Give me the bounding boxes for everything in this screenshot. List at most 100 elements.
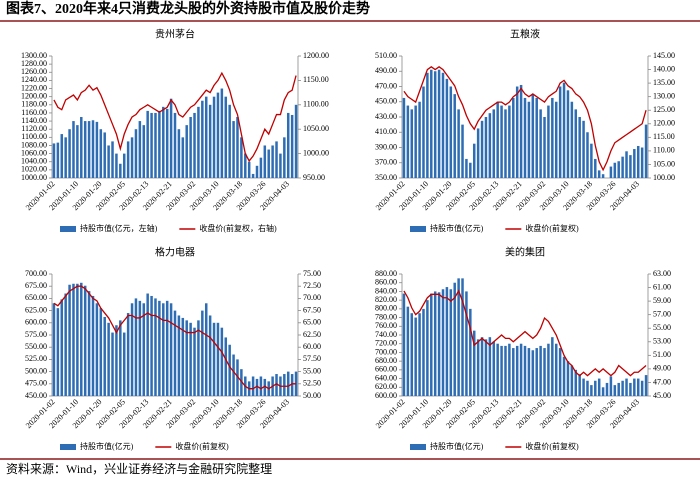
y-tick-label: 840.00 bbox=[375, 286, 397, 295]
bar bbox=[543, 117, 546, 178]
y-tick-label: 1140.00 bbox=[21, 116, 47, 125]
bar bbox=[126, 141, 130, 178]
bar bbox=[130, 303, 134, 396]
bar bbox=[111, 141, 114, 178]
y2-tick-label: 100.00 bbox=[653, 173, 675, 182]
bar bbox=[247, 161, 251, 178]
bar bbox=[402, 293, 406, 396]
bar bbox=[512, 97, 515, 178]
bar bbox=[629, 382, 632, 396]
bar bbox=[594, 380, 597, 396]
bar bbox=[597, 170, 601, 178]
bar bbox=[554, 101, 558, 178]
bar bbox=[283, 374, 286, 396]
bar bbox=[617, 382, 620, 396]
y-tick-label: 700.00 bbox=[25, 269, 47, 278]
bar bbox=[496, 101, 499, 178]
bar bbox=[621, 380, 624, 396]
bar bbox=[95, 303, 99, 396]
bar bbox=[138, 121, 142, 178]
y-tick-label: 1100.00 bbox=[21, 132, 47, 141]
bar bbox=[232, 354, 235, 396]
bar bbox=[426, 300, 429, 396]
bar bbox=[177, 129, 181, 178]
bar bbox=[56, 142, 60, 178]
y2-tick-label: 75.00 bbox=[303, 269, 321, 278]
bar bbox=[558, 86, 562, 178]
bar bbox=[640, 147, 644, 178]
bar bbox=[275, 141, 278, 178]
y2-tick-label: 145.00 bbox=[653, 51, 675, 60]
bar bbox=[181, 317, 185, 396]
y2-tick-label: 115.00 bbox=[653, 132, 675, 141]
bar bbox=[72, 283, 75, 396]
bar bbox=[60, 299, 64, 396]
chart-title: 贵州茅台 bbox=[155, 27, 195, 40]
y2-tick-label: 140.00 bbox=[653, 64, 675, 73]
bar bbox=[457, 278, 460, 396]
bar bbox=[189, 322, 192, 396]
bar bbox=[441, 72, 445, 178]
bar bbox=[644, 375, 648, 396]
y2-tick-label: 135.00 bbox=[653, 78, 675, 87]
bar bbox=[103, 316, 106, 396]
bar bbox=[644, 124, 648, 178]
bar bbox=[146, 110, 149, 178]
bar bbox=[519, 84, 523, 178]
bar bbox=[633, 149, 636, 178]
bar bbox=[590, 385, 593, 396]
bar bbox=[433, 71, 437, 178]
bar bbox=[267, 149, 270, 178]
y2-tick-label: 67.50 bbox=[303, 305, 321, 314]
bar bbox=[492, 109, 496, 178]
bar bbox=[103, 132, 106, 178]
bar bbox=[134, 298, 138, 396]
bar bbox=[126, 313, 130, 396]
y-tick-label: 600.00 bbox=[375, 391, 397, 400]
y-tick-label: 550.00 bbox=[25, 342, 47, 351]
bar bbox=[609, 166, 613, 178]
bar bbox=[173, 112, 177, 178]
y2-tick-label: 1200.00 bbox=[303, 51, 329, 60]
legend-label: 收盘价(前复权) bbox=[525, 223, 579, 233]
bar bbox=[193, 327, 196, 396]
bar bbox=[547, 343, 550, 396]
bar bbox=[449, 289, 453, 396]
bar bbox=[263, 378, 267, 396]
y2-tick-label: 72.50 bbox=[303, 281, 321, 290]
bar bbox=[531, 94, 535, 178]
y-tick-label: 370.00 bbox=[375, 158, 397, 167]
legend-swatch bbox=[410, 444, 426, 450]
bar bbox=[558, 348, 562, 396]
bar bbox=[76, 125, 79, 178]
bar bbox=[609, 376, 613, 396]
price-line bbox=[403, 66, 647, 172]
bar bbox=[52, 143, 56, 178]
bar bbox=[220, 327, 224, 396]
bar bbox=[472, 330, 476, 396]
bar bbox=[228, 344, 231, 396]
legend-label: 收盘价(前复权) bbox=[175, 441, 229, 451]
bar bbox=[562, 82, 566, 178]
y-tick-label: 500.00 bbox=[25, 366, 47, 375]
y2-tick-label: 52.50 bbox=[303, 379, 321, 388]
y-tick-label: 475.00 bbox=[25, 379, 47, 388]
bar bbox=[142, 303, 146, 396]
bar bbox=[286, 112, 290, 178]
bar bbox=[504, 345, 507, 396]
bar bbox=[204, 303, 208, 396]
bar bbox=[578, 374, 581, 396]
bar bbox=[189, 117, 192, 178]
y2-tick-label: 59.00 bbox=[653, 296, 671, 305]
y2-tick-label: 50.00 bbox=[303, 391, 321, 400]
y2-tick-label: 70.00 bbox=[303, 293, 321, 302]
bar bbox=[224, 337, 228, 396]
bar bbox=[150, 295, 153, 396]
bar bbox=[492, 341, 496, 396]
y-tick-label: 490.00 bbox=[375, 66, 397, 75]
bar bbox=[515, 345, 519, 396]
bar bbox=[410, 313, 414, 396]
bar bbox=[294, 104, 298, 178]
bar bbox=[271, 145, 274, 178]
bar bbox=[500, 105, 503, 178]
